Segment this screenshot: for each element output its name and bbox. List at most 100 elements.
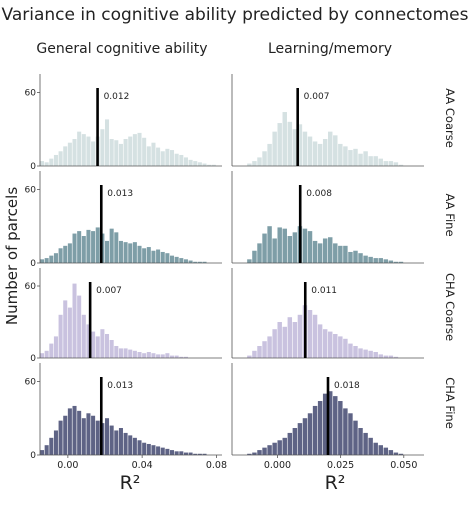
histogram-bar bbox=[257, 243, 262, 263]
median-value-label: 0.018 bbox=[334, 381, 360, 391]
histogram-bar bbox=[287, 236, 293, 263]
histogram-bar bbox=[63, 415, 68, 455]
y-tick-label: 60 bbox=[25, 282, 37, 292]
histogram-bar bbox=[292, 129, 298, 166]
histogram-bar bbox=[322, 238, 328, 263]
histogram-bar bbox=[81, 418, 86, 455]
histogram-bar bbox=[368, 437, 373, 455]
histogram-bar bbox=[247, 259, 252, 263]
histogram-bar bbox=[151, 142, 156, 166]
histogram-bar bbox=[77, 231, 82, 263]
x-tick-label: 0.08 bbox=[206, 460, 227, 471]
histogram-bar bbox=[183, 157, 188, 166]
histogram-bar bbox=[118, 143, 123, 166]
histogram-bar bbox=[312, 141, 318, 166]
histogram-bar bbox=[383, 259, 389, 263]
histogram-bar bbox=[91, 231, 96, 263]
histogram-bar bbox=[58, 248, 63, 263]
histogram-bar bbox=[302, 131, 308, 166]
histogram-bar bbox=[378, 158, 383, 166]
histogram-bar bbox=[40, 353, 45, 358]
panel-cha-coarse-learning: 0.011 bbox=[231, 268, 424, 359]
histogram-bar bbox=[277, 123, 282, 166]
histogram-bar bbox=[72, 405, 77, 455]
histogram-bar bbox=[353, 250, 358, 263]
histogram-bar bbox=[247, 355, 252, 358]
y-tick-label: 0 bbox=[30, 354, 36, 364]
histogram-bar bbox=[368, 156, 373, 166]
y-axis-label: Number of parcels bbox=[3, 187, 21, 325]
histogram-bar bbox=[312, 405, 318, 455]
histogram-bar bbox=[333, 135, 338, 166]
histogram-bar bbox=[333, 334, 338, 358]
histogram-bar bbox=[312, 240, 318, 263]
histogram-bar bbox=[322, 329, 328, 358]
histogram-bar bbox=[282, 112, 287, 166]
histogram-bar bbox=[137, 352, 142, 358]
histogram-bar bbox=[81, 236, 86, 263]
histogram-bar bbox=[123, 432, 128, 455]
histogram-bar bbox=[193, 261, 198, 263]
histogram-bar bbox=[174, 153, 179, 166]
histogram-bar bbox=[328, 237, 333, 263]
figure-title: Variance in cognitive ability predicted … bbox=[2, 5, 469, 25]
histogram-bar bbox=[146, 247, 151, 263]
histogram-bar bbox=[44, 258, 49, 263]
histogram-bar bbox=[72, 139, 77, 166]
histogram-bar bbox=[378, 354, 383, 358]
histogram-bar bbox=[398, 453, 404, 455]
histogram-bar bbox=[343, 245, 348, 263]
histogram-bar bbox=[363, 151, 368, 166]
histogram-bar bbox=[95, 420, 100, 455]
histogram-bar bbox=[132, 134, 137, 166]
histogram-bar bbox=[197, 162, 202, 166]
histogram-bar bbox=[63, 245, 68, 263]
histogram-bar bbox=[183, 259, 188, 263]
histogram-bar bbox=[156, 446, 161, 455]
histogram-bar bbox=[207, 164, 212, 166]
histogram-bar bbox=[252, 250, 257, 263]
histogram-bar bbox=[302, 228, 308, 263]
row-label-aa-coarse: AA Coarse bbox=[443, 88, 457, 148]
histogram-bar bbox=[393, 452, 399, 455]
histogram-bar bbox=[363, 432, 368, 455]
histogram-bar bbox=[49, 437, 54, 455]
histogram-bar bbox=[63, 300, 68, 358]
histogram-bar bbox=[77, 295, 82, 358]
histogram-bar bbox=[393, 162, 399, 166]
panel-cha-fine-general: 0 60 0.00 0.04 0.08 0.013 bbox=[25, 363, 227, 471]
histogram-bar bbox=[105, 240, 110, 263]
histogram-bar bbox=[262, 341, 267, 358]
histogram-bar bbox=[156, 354, 161, 358]
panel-cha-fine-learning: 0.000 0.025 0.050 0.018 bbox=[231, 363, 424, 471]
histogram-panels: 0 60 0.012 0.007 0 60 0.013 0.008 0 60 0.007 0.011 0… bbox=[25, 74, 424, 471]
histogram-bar bbox=[282, 228, 287, 263]
histogram-bar bbox=[105, 334, 110, 358]
x-tick-label: 0.00 bbox=[57, 460, 78, 471]
histogram-bar bbox=[197, 453, 202, 455]
histogram-bar bbox=[307, 310, 313, 358]
histogram-bar bbox=[132, 242, 137, 263]
histogram-bar bbox=[44, 445, 49, 455]
histogram-bar bbox=[317, 143, 323, 166]
histogram-bar bbox=[146, 443, 151, 455]
histogram-bar bbox=[343, 408, 348, 455]
histogram-bar bbox=[312, 314, 318, 358]
histogram-bar bbox=[388, 260, 394, 263]
histogram-bar bbox=[322, 139, 328, 166]
histogram-bar bbox=[338, 336, 343, 358]
histogram-bar bbox=[67, 408, 72, 455]
histogram-bar bbox=[257, 450, 262, 455]
histogram-bar bbox=[343, 338, 348, 358]
histogram-bar bbox=[170, 355, 175, 358]
histogram-bar bbox=[333, 396, 338, 455]
histogram-bar bbox=[165, 253, 170, 263]
histogram-bar bbox=[202, 163, 207, 166]
histogram-bar bbox=[211, 164, 216, 166]
histogram-bar bbox=[358, 428, 363, 455]
histogram-bar bbox=[109, 228, 114, 263]
histogram-bar bbox=[368, 350, 373, 358]
histogram-bar bbox=[128, 435, 133, 455]
histogram-bar bbox=[358, 153, 363, 166]
y-tick-label: 60 bbox=[25, 185, 37, 195]
